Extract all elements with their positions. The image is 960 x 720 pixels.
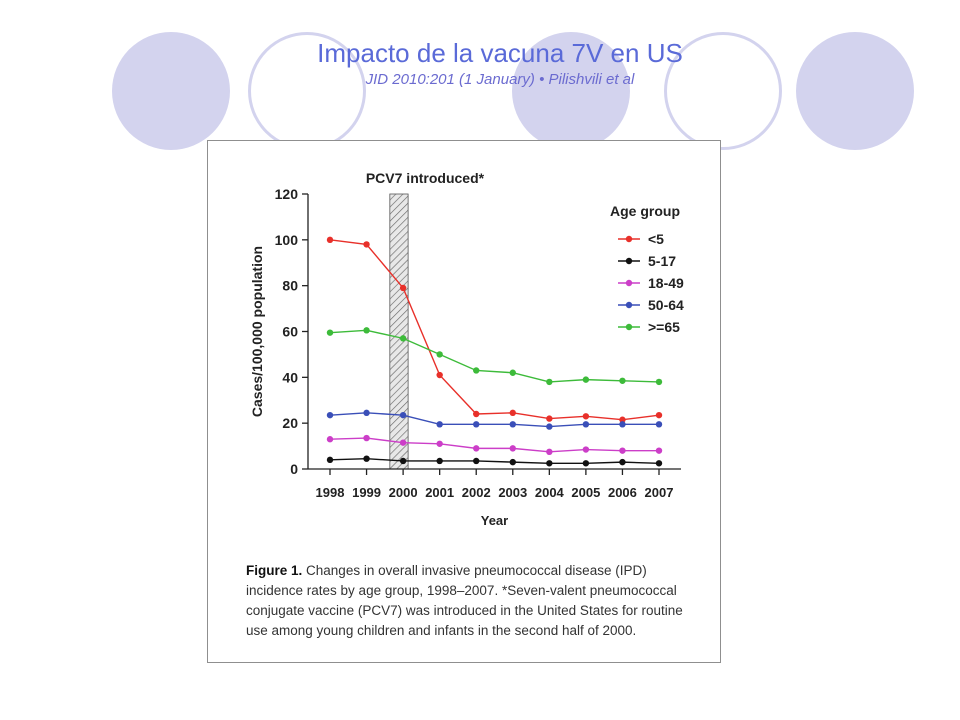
decorative-circle-3: [796, 32, 914, 150]
y-tick-label: 120: [275, 186, 299, 202]
figure-panel: PCV7 introduced* 0 20 40 60 80 100 120 1998 1999…: [207, 140, 721, 663]
data-point: [546, 415, 553, 422]
decorative-ring-2: [664, 32, 782, 150]
y-axis-label: Cases/100,000 population: [249, 246, 265, 417]
data-point: [399, 457, 407, 465]
data-point: [509, 409, 516, 417]
series-line-2: [329, 437, 659, 453]
data-point: [399, 411, 407, 419]
figure-label: Figure 1.: [246, 563, 303, 578]
legend-swatch-marker: [625, 279, 633, 287]
x-axis-label: Year: [481, 513, 508, 528]
legend-swatch-marker: [625, 301, 633, 309]
x-tick-label: 1999: [352, 485, 381, 500]
data-point: [509, 445, 516, 452]
decorative-circle-2: [512, 32, 630, 150]
data-point: [619, 377, 626, 384]
legend-label: 18-49: [648, 275, 684, 291]
data-point: [473, 367, 480, 374]
data-point: [326, 436, 334, 443]
data-point: [619, 416, 626, 423]
y-tick-label: 0: [290, 461, 298, 477]
data-point: [619, 447, 626, 454]
data-point: [582, 413, 590, 420]
data-point: [436, 351, 443, 358]
series-line-4: [329, 329, 660, 383]
data-point: [326, 329, 334, 336]
data-point: [363, 409, 370, 417]
data-point: [363, 327, 370, 334]
data-point: [655, 378, 663, 386]
decorative-circle-1: [112, 32, 230, 150]
y-tick-label: 20: [282, 415, 298, 431]
data-point: [582, 376, 590, 383]
x-tick-label: 2003: [498, 485, 527, 500]
y-tick-label: 60: [282, 324, 298, 340]
data-point: [655, 411, 663, 419]
legend-label: 5-17: [648, 253, 676, 269]
data-point: [473, 421, 480, 428]
figure-caption-text: Changes in overall invasive pneumococcal…: [246, 563, 683, 638]
data-point: [509, 369, 516, 376]
legend-label: <5: [648, 231, 664, 247]
slide-subtitle: JID 2010:201 (1 January) • Pilishvili et…: [365, 71, 635, 88]
y-tick-label: 100: [275, 232, 299, 248]
x-tick-label: 2000: [389, 485, 418, 500]
data-point: [399, 439, 407, 446]
x-tick-label: 2007: [645, 485, 674, 500]
data-point: [509, 421, 516, 428]
data-point: [399, 335, 407, 342]
data-point: [399, 284, 407, 292]
x-tick-label: 2006: [608, 485, 637, 500]
data-point: [436, 457, 443, 465]
series-line-1: [329, 457, 660, 464]
figure-caption: Figure 1. Changes in overall invasive pn…: [246, 561, 696, 641]
data-point: [619, 421, 626, 428]
data-point: [326, 236, 334, 244]
data-point: [582, 421, 590, 428]
x-tick-label: 2004: [535, 485, 565, 500]
y-tick-label: 80: [282, 278, 298, 294]
y-tick-label: 40: [282, 369, 298, 385]
legend-swatch-marker: [625, 323, 633, 331]
series-line-3: [329, 412, 659, 428]
data-point: [473, 445, 480, 452]
data-point: [436, 421, 443, 428]
data-point: [655, 447, 663, 454]
legend-swatch-marker: [625, 257, 633, 265]
legend-title: Age group: [610, 203, 680, 219]
data-point: [473, 410, 480, 418]
data-point: [546, 460, 553, 467]
data-point: [655, 460, 663, 467]
data-point: [326, 411, 334, 419]
data-point: [546, 448, 553, 456]
legend-label: >=65: [648, 319, 680, 335]
x-tick-label: 1998: [316, 485, 345, 500]
data-point: [363, 241, 370, 248]
data-point: [546, 378, 553, 386]
data-point: [436, 371, 443, 379]
data-point: [473, 457, 480, 465]
data-point: [363, 455, 370, 462]
data-point: [436, 440, 443, 447]
series-line-0: [329, 239, 660, 421]
annotation-label: PCV7 introduced*: [366, 170, 485, 186]
data-point: [509, 458, 516, 466]
data-point: [582, 446, 590, 453]
legend-swatch-marker: [625, 235, 633, 243]
line-chart: PCV7 introduced* 0 20 40 60 80 100 120 1998 1999…: [249, 170, 684, 528]
data-point: [546, 423, 553, 430]
x-tick-label: 2002: [462, 485, 491, 500]
slide-title: Impacto de la vacuna 7V en US: [317, 38, 683, 68]
x-tick-label: 2005: [571, 485, 600, 500]
x-tick-label: 2001: [425, 485, 454, 500]
data-point: [326, 456, 334, 464]
data-point: [655, 421, 663, 428]
pcv7-introduction-band: [389, 193, 409, 470]
legend-label: 50-64: [648, 297, 684, 313]
data-point: [582, 460, 590, 467]
data-point: [363, 434, 370, 442]
data-point: [619, 458, 626, 466]
